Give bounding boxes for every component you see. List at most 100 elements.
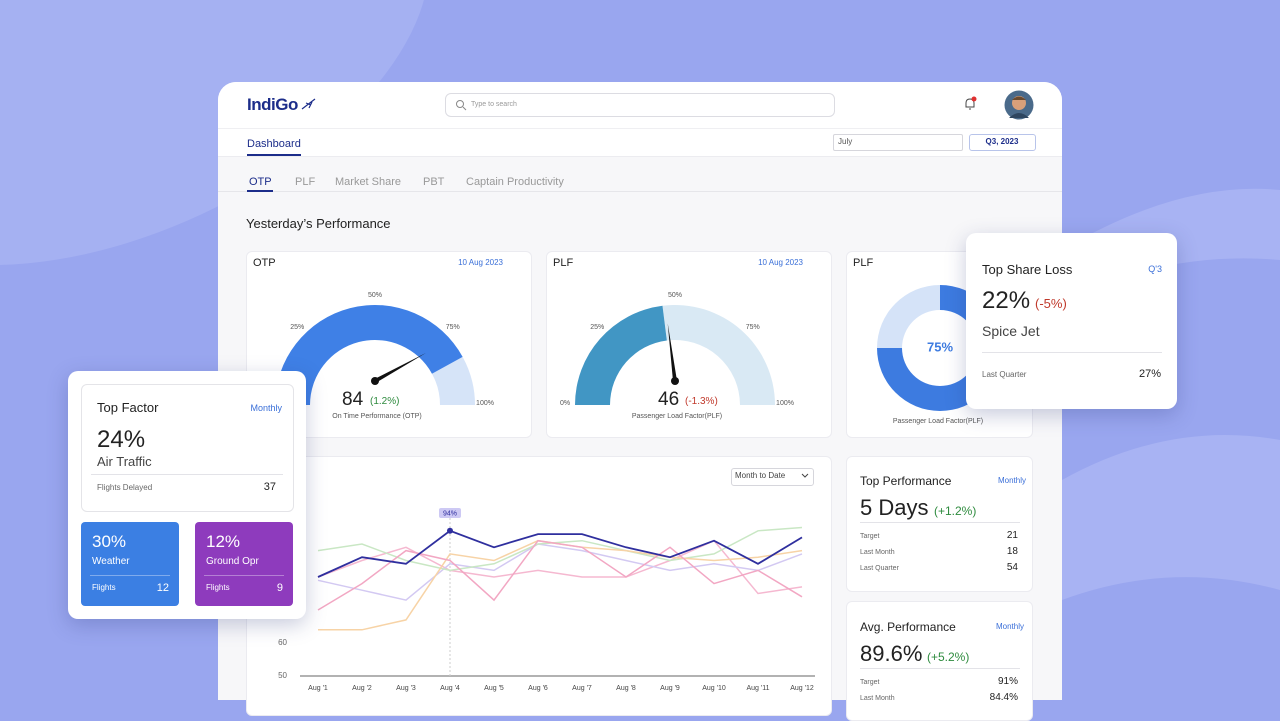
gauge-card [546,251,832,438]
row-value: 37 [263,481,276,493]
month-value: July [838,137,853,146]
tile-count: 12 [156,582,169,594]
bg-wave [1062,435,1280,600]
x-tick-label: Aug '10 [702,685,726,692]
row-label: Last Quarter [860,565,899,572]
x-tick-label: Aug '5 [484,685,504,692]
series-line [317,526,803,572]
card-title: Top Performance [860,474,952,488]
card-value: 5 Days [860,495,929,520]
gauge-tick-label: 50% [668,292,682,299]
card-change: (+1.2%) [934,504,977,518]
row-label: Last Month [860,549,895,556]
header-divider [218,128,1062,129]
divider [860,668,1020,669]
gauge-tick-label: 100% [476,400,494,407]
needle-pivot [671,377,679,385]
factor-tile[interactable] [195,522,293,606]
card-name: Spice Jet [982,323,1040,339]
card-title: Top Share Loss [982,262,1073,277]
avatar[interactable] [1004,90,1034,120]
divider [90,575,170,576]
month-select[interactable] [833,134,963,151]
card-value: 89.6% [860,641,923,666]
gauge-value: 84 [342,389,364,410]
card-name: Air Traffic [97,454,152,469]
row-label: Target [860,679,880,686]
gauge-tick-label: 0% [560,400,570,407]
tile-sub-label: Flights [206,583,230,592]
series-line [317,543,803,601]
x-tick-label: Aug '2 [352,685,372,692]
gauge-tick-label: 100% [776,400,794,407]
donut-caption: Passenger Load Factor(PLF) [892,418,984,425]
tab[interactable]: PLF [295,176,316,188]
nav-active[interactable]: Dashboard [247,138,301,150]
gauge-tick-label: 75% [446,324,460,331]
donut-label: 75% [927,339,953,354]
gauge-title: OTP [253,257,276,269]
tab[interactable]: PBT [423,176,445,188]
series-line [317,529,803,578]
tile-value: 30% [92,532,127,551]
annotation-box [439,508,461,518]
tab[interactable]: OTP [249,176,272,188]
x-tick-label: Aug '6 [528,685,548,692]
gauge-track [662,305,775,405]
tab-underline [247,190,273,192]
charts: 0%25%50%75%100%0%25%50%75%100%75%5060708… [260,285,1003,692]
gauge-tick-label: 50% [368,292,382,299]
gauge-tick-label: 75% [746,324,760,331]
card-value: 24% [97,426,146,453]
chevron [801,473,809,478]
search-placeholder: Type to search [471,101,517,108]
divider [91,474,283,475]
factor-tile[interactable] [81,522,179,606]
card-change: (+5.2%) [927,650,970,664]
x-tick-label: Aug '4 [440,685,460,692]
row-label: Flights Delayed [97,483,153,492]
row-value: 91% [997,676,1018,687]
needle-pivot [371,377,379,385]
x-tick-label: Aug '9 [660,685,680,692]
quarter-select[interactable] [969,134,1036,151]
series-line [317,539,803,611]
gauge-fill [575,305,667,405]
annotation-point [447,527,453,534]
search-box[interactable] [445,93,835,117]
row-label: Last Quarter [982,370,1027,379]
top-factor-box [81,384,294,512]
share-loss-card [966,233,1177,409]
annotation-label: 94% [443,510,457,517]
x-tick-label: Aug '12 [790,685,814,692]
card-period: Monthly [995,622,1024,631]
x-tick-label: Aug '8 [616,685,636,692]
gauge-date: 10 Aug 2023 [758,258,803,267]
row-value: 27% [1138,368,1161,380]
tile-label: Ground Opr [206,556,259,567]
nav-underline [247,154,301,156]
tile-sub-label: Flights [92,583,116,592]
gauge-change: (-1.3%) [685,396,718,407]
range-select[interactable] [731,468,814,486]
tab[interactable]: Captain Productivity [466,176,564,188]
y-tick-label: 60 [278,638,287,647]
logo-plane [301,98,316,110]
row-value: 84.4% [989,692,1018,703]
divider [204,575,284,576]
tile-label: Weather [92,556,130,567]
card-value: 22% [982,287,1031,314]
row-value: 21 [1006,530,1018,541]
gauge-change: (1.2%) [370,396,400,407]
row-label: Target [860,533,880,540]
gauge-tick-label: 25% [590,324,604,331]
card-title: Top Factor [97,400,159,415]
x-tick-label: Aug '3 [396,685,416,692]
notification-bell[interactable] [962,96,978,112]
gauge-tick-label: 25% [290,324,304,331]
card-period: Monthly [997,476,1026,485]
tab[interactable]: Market Share [335,176,402,188]
card-period: Q'3 [1148,264,1162,274]
divider [982,352,1162,353]
